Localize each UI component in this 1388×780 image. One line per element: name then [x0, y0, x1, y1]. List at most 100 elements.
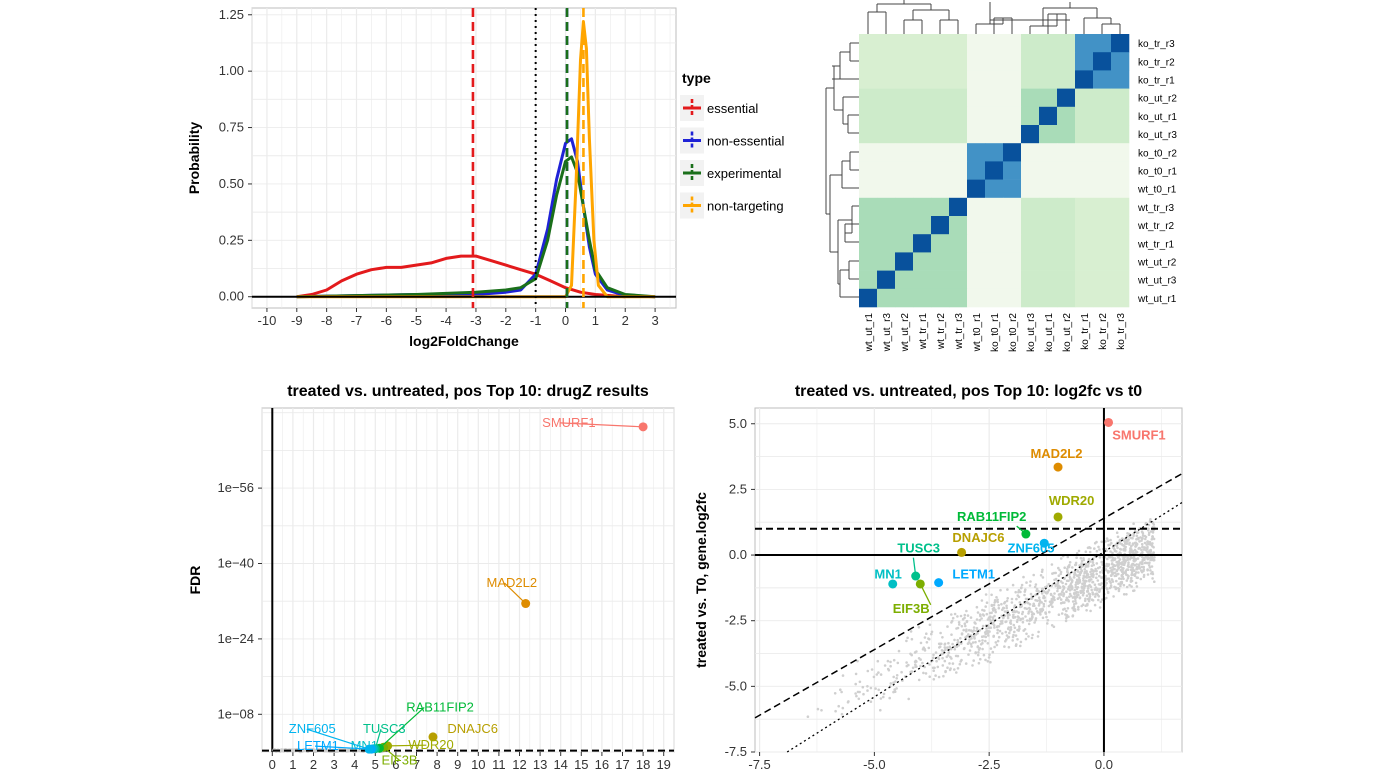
background-point: [1046, 592, 1049, 595]
background-point: [1146, 540, 1149, 543]
background-point: [985, 627, 988, 630]
background-point: [1117, 556, 1120, 559]
background-point: [1032, 612, 1035, 615]
background-point: [1075, 592, 1078, 595]
background-point: [1120, 548, 1123, 551]
heatmap-cell: [895, 143, 913, 162]
background-point: [1052, 598, 1055, 601]
background-point: [1065, 620, 1068, 623]
background-point: [980, 643, 983, 646]
background-point: [1137, 557, 1140, 560]
background-point: [1007, 626, 1010, 629]
background-point: [909, 671, 912, 674]
heatmap-col-label: wt_tr_r3: [954, 313, 965, 351]
background-point: [834, 710, 837, 713]
heatmap-cell: [1003, 89, 1021, 108]
background-point: [988, 653, 991, 656]
point-label-WDR20: WDR20: [1049, 493, 1095, 508]
background-point: [1111, 569, 1114, 572]
heatmap-cell: [967, 143, 985, 162]
background-point: [892, 676, 895, 679]
background-point: [937, 666, 940, 669]
point-label-SMURF1: SMURF1: [1112, 428, 1165, 443]
background-point: [946, 666, 949, 669]
background-point: [990, 594, 993, 597]
background-point: [1082, 591, 1085, 594]
background-point: [1079, 574, 1082, 577]
background-point: [989, 661, 992, 664]
background-point: [1100, 582, 1103, 585]
heatmap-cell: [913, 216, 931, 235]
background-point: [979, 647, 982, 650]
background-point: [1149, 549, 1152, 552]
x-tick-label: 11: [492, 757, 506, 772]
background-point: [897, 662, 900, 665]
heatmap-cell: [1057, 34, 1075, 53]
heatmap-cell: [1003, 271, 1021, 290]
background-point: [1028, 610, 1031, 613]
background-point: [1131, 537, 1134, 540]
background-point: [1123, 540, 1126, 543]
heatmap-cell: [1021, 289, 1039, 308]
background-point: [1057, 582, 1060, 585]
background-point: [839, 688, 842, 691]
background-point: [944, 646, 947, 649]
heatmap-cell: [1057, 89, 1075, 108]
background-point: [889, 661, 892, 664]
background-point: [877, 689, 880, 692]
background-point: [1060, 598, 1063, 601]
heatmap-cell: [877, 271, 895, 290]
background-point: [1047, 619, 1050, 622]
background-point: [1007, 614, 1010, 617]
point-WDR20: [1054, 512, 1063, 521]
background-point: [1116, 570, 1119, 573]
background-point: [957, 667, 960, 670]
background-point: [1127, 568, 1130, 571]
heatmap-col-label: wt_ut_r1: [864, 313, 875, 353]
background-point: [1125, 593, 1128, 596]
background-point: [1119, 542, 1122, 545]
heatmap-cell: [1003, 252, 1021, 271]
background-point: [1082, 594, 1085, 597]
heatmap-row-label: wt_ut_r2: [1137, 258, 1177, 269]
background-point: [1144, 562, 1147, 565]
background-point: [1019, 645, 1022, 648]
heatmap-cell: [1111, 143, 1129, 162]
background-point: [1070, 578, 1073, 581]
background-point: [948, 662, 951, 665]
y-tick-label: -2.5: [725, 613, 747, 628]
background-point: [887, 668, 890, 671]
background-point: [1070, 595, 1073, 598]
background-point: [1141, 556, 1144, 559]
background-point: [1023, 594, 1026, 597]
background-point: [959, 663, 962, 666]
background-point: [994, 611, 997, 614]
background-point: [928, 675, 931, 678]
background-point: [1149, 566, 1152, 569]
background-point: [874, 687, 877, 690]
background-point: [998, 625, 1001, 628]
background-point: [900, 671, 903, 674]
heatmap-cell: [985, 252, 1003, 271]
density-plot: -10 -9 -8 -7 -6 -5 -4 -3 -2 -1 0 1 2 30.000.250.500.7…: [186, 7, 784, 349]
background-point: [1029, 603, 1032, 606]
background-point: [968, 641, 971, 644]
background-point: [1108, 563, 1111, 566]
heatmap-cell: [1093, 70, 1111, 89]
heatmap-cell: [1093, 107, 1111, 126]
background-point: [1069, 576, 1072, 579]
heatmap-cell: [913, 198, 931, 217]
background-point: [1109, 539, 1112, 542]
heatmap-cell: [895, 234, 913, 253]
heatmap-cell: [931, 52, 949, 70]
background-point: [1035, 607, 1038, 610]
background-point: [1123, 545, 1126, 548]
background-point: [1039, 613, 1042, 616]
heatmap-cell: [895, 252, 913, 271]
point-label-MN1: MN1: [874, 567, 901, 582]
background-point: [1100, 601, 1103, 604]
heatmap-cell: [985, 52, 1003, 70]
background-point: [947, 642, 950, 645]
background-point: [941, 657, 944, 660]
heatmap-cell: [877, 34, 895, 53]
